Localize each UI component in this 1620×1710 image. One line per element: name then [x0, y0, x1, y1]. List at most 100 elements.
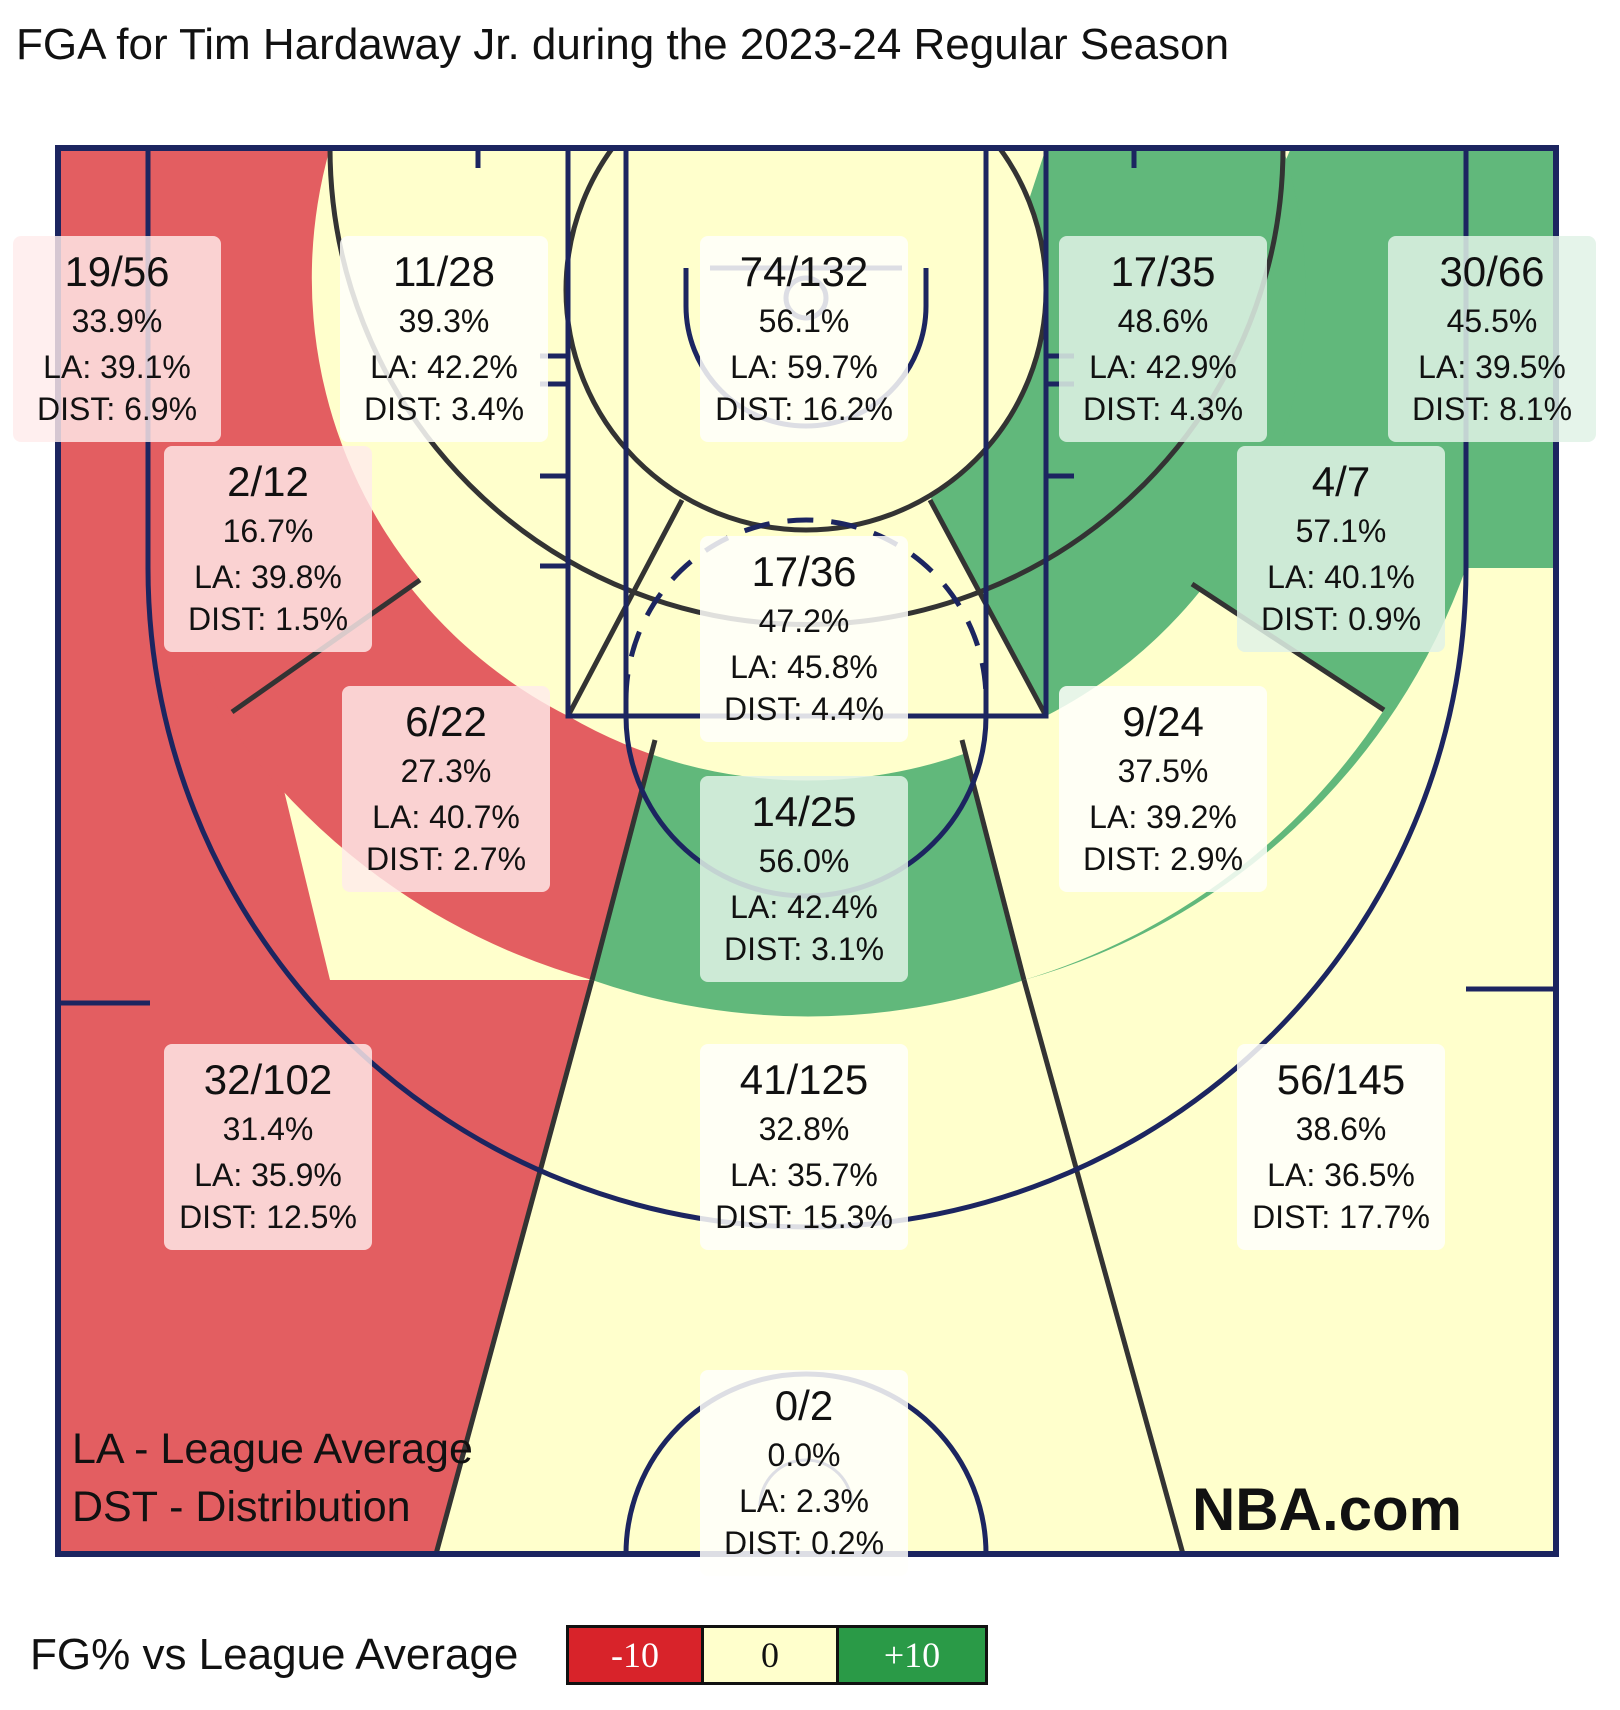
zone-la: LA: 40.1%: [1267, 559, 1415, 595]
legend-note-line1: LA - League Average: [72, 1425, 473, 1473]
zone-fg-pct: 32.8%: [759, 1111, 850, 1147]
zone-made-attempted: 6/22: [405, 698, 487, 745]
zone-fg-pct: 57.1%: [1296, 513, 1387, 549]
zone-la: LA: 39.5%: [1418, 349, 1566, 385]
zone-dist: DIST: 4.4%: [724, 691, 884, 727]
zone-fg-pct: 48.6%: [1118, 303, 1209, 339]
zone-dist: DIST: 17.7%: [1252, 1199, 1430, 1235]
zone-label-left-midrange-elbow: 6/22 27.3% LA: 40.7% DIST: 2.7%: [342, 686, 550, 892]
zone-dist: DIST: 2.9%: [1083, 841, 1243, 877]
zone-dist: DIST: 8.1%: [1412, 391, 1572, 427]
color-scale-high: +10: [839, 1628, 985, 1682]
zone-dist: DIST: 12.5%: [179, 1199, 357, 1235]
zone-label-box: [340, 236, 548, 442]
zone-fg-pct: 37.5%: [1118, 753, 1209, 789]
zone-made-attempted: 9/24: [1122, 698, 1204, 745]
zone-label-box: [13, 236, 221, 442]
zone-labels: 19/56 33.9% LA: 39.1% DIST: 6.9% 11/28 39.3% L…: [13, 236, 1596, 1576]
zone-fg-pct: 0.0%: [768, 1437, 841, 1473]
zone-label-center-midrange: 14/25 56.0% LA: 42.4% DIST: 3.1%: [700, 776, 908, 982]
zone-label-box: [1237, 1044, 1445, 1250]
zone-dist: DIST: 0.2%: [724, 1525, 884, 1561]
zone-label-paint-non-ra: 17/36 47.2% LA: 45.8% DIST: 4.4%: [700, 536, 908, 742]
zone-fg-pct: 56.1%: [759, 303, 850, 339]
zone-la: LA: 39.8%: [194, 559, 342, 595]
zone-made-attempted: 41/125: [740, 1056, 868, 1103]
zone-made-attempted: 2/12: [227, 458, 309, 505]
zone-label-backcourt: 0/2 0.0% LA: 2.3% DIST: 0.2%: [700, 1370, 908, 1576]
zone-label-left-corner-3: 19/56 33.9% LA: 39.1% DIST: 6.9%: [13, 236, 221, 442]
zone-fg-pct: 56.0%: [759, 843, 850, 879]
legend-note: LA - League Average DST - Distribution: [72, 1420, 473, 1536]
zone-fill-top-key-3: [436, 980, 1183, 1554]
zone-dist: DIST: 4.3%: [1083, 391, 1243, 427]
zone-made-attempted: 19/56: [64, 248, 169, 295]
brand-logo-text: NBA.com: [1191, 1476, 1462, 1543]
zone-fg-pct: 47.2%: [759, 603, 850, 639]
zone-fg-pct: 33.9%: [72, 303, 163, 339]
zone-label-box: [164, 1044, 372, 1250]
zone-label-left-wing-3: 32/102 31.4% LA: 35.9% DIST: 12.5%: [164, 1044, 372, 1250]
zone-la: LA: 42.4%: [730, 889, 878, 925]
zone-fg-pct: 16.7%: [223, 513, 314, 549]
zone-la: LA: 35.9%: [194, 1157, 342, 1193]
zone-made-attempted: 17/36: [751, 548, 856, 595]
zone-label-box: [700, 1370, 908, 1576]
zone-la: LA: 36.5%: [1267, 1157, 1415, 1193]
zone-label-box: [1388, 236, 1596, 442]
zone-la: LA: 2.3%: [739, 1483, 869, 1519]
zone-la: LA: 42.2%: [370, 349, 518, 385]
zone-dist: DIST: 3.4%: [364, 391, 524, 427]
zone-la: LA: 39.1%: [43, 349, 191, 385]
zone-made-attempted: 14/25: [751, 788, 856, 835]
zone-made-attempted: 74/132: [740, 248, 868, 295]
zone-fg-pct: 45.5%: [1447, 303, 1538, 339]
zone-made-attempted: 30/66: [1439, 248, 1544, 295]
zone-dist: DIST: 0.9%: [1261, 601, 1421, 637]
zone-made-attempted: 56/145: [1277, 1056, 1405, 1103]
zone-label-box: [700, 1044, 908, 1250]
zone-made-attempted: 32/102: [204, 1056, 332, 1103]
zone-label-box: [1059, 686, 1267, 892]
chart-title: FGA for Tim Hardaway Jr. during the 2023…: [16, 20, 1230, 69]
zone-fg-pct: 31.4%: [223, 1111, 314, 1147]
zone-label-box: [700, 536, 908, 742]
zone-label-right-wing-3: 56/145 38.6% LA: 36.5% DIST: 17.7%: [1237, 1044, 1445, 1250]
zone-made-attempted: 11/28: [393, 248, 495, 295]
zone-fg-pct: 38.6%: [1296, 1111, 1387, 1147]
zone-label-box: [700, 776, 908, 982]
zone-fg-pct: 27.3%: [401, 753, 492, 789]
zone-la: LA: 39.2%: [1089, 799, 1237, 835]
zone-made-attempted: 0/2: [775, 1382, 833, 1429]
zone-label-box: [164, 446, 372, 652]
zone-label-restricted-area: 74/132 56.1% LA: 59.7% DIST: 16.2%: [700, 236, 908, 442]
color-scale-low: -10: [569, 1628, 704, 1682]
color-scale-label: FG% vs League Average: [30, 1630, 519, 1679]
zone-label-right-midrange-wing: 4/7 57.1% LA: 40.1% DIST: 0.9%: [1237, 446, 1445, 652]
zone-label-left-midrange-wing: 2/12 16.7% LA: 39.8% DIST: 1.5%: [164, 446, 372, 652]
zone-la: LA: 59.7%: [730, 349, 878, 385]
zone-made-attempted: 4/7: [1312, 458, 1370, 505]
zone-label-box: [1059, 236, 1267, 442]
zone-la: LA: 42.9%: [1089, 349, 1237, 385]
zone-made-attempted: 17/35: [1110, 248, 1215, 295]
zone-dist: DIST: 2.7%: [366, 841, 526, 877]
zone-label-right-midrange-baseline: 17/35 48.6% LA: 42.9% DIST: 4.3%: [1059, 236, 1267, 442]
legend-note-line2: DST - Distribution: [72, 1483, 411, 1531]
zone-label-right-midrange-elbow: 9/24 37.5% LA: 39.2% DIST: 2.9%: [1059, 686, 1267, 892]
zone-dist: DIST: 1.5%: [188, 601, 348, 637]
color-scale-mid: 0: [704, 1628, 839, 1682]
zone-label-box: [1237, 446, 1445, 652]
zone-dist: DIST: 3.1%: [724, 931, 884, 967]
zone-fg-pct: 39.3%: [399, 303, 490, 339]
zone-dist: DIST: 15.3%: [715, 1199, 893, 1235]
zone-label-right-corner-3: 30/66 45.5% LA: 39.5% DIST: 8.1%: [1388, 236, 1596, 442]
zone-la: LA: 35.7%: [730, 1157, 878, 1193]
zone-label-box: [342, 686, 550, 892]
color-scale: -10 0 +10: [566, 1625, 988, 1685]
zone-dist: DIST: 6.9%: [37, 391, 197, 427]
zone-label-left-midrange-baseline: 11/28 39.3% LA: 42.2% DIST: 3.4%: [340, 236, 548, 442]
zone-label-box: [700, 236, 908, 442]
zone-la: LA: 40.7%: [372, 799, 520, 835]
